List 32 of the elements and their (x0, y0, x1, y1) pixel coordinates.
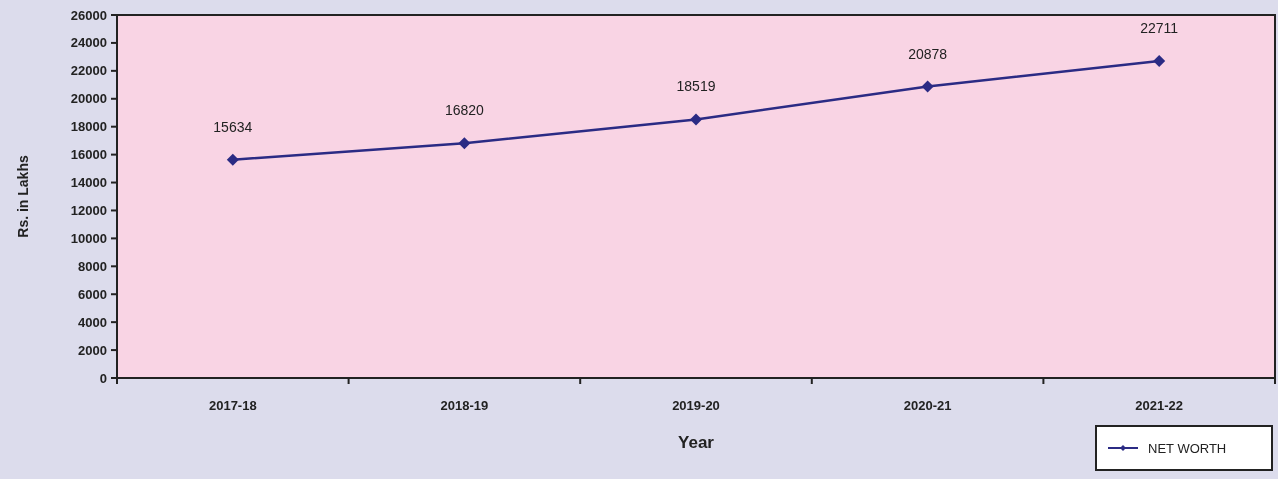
point (690, 113, 702, 126)
y-tick-label: 8000 (78, 258, 107, 274)
data-label: 22711 (1140, 19, 1179, 36)
x-tick-label: 2019-20 (672, 398, 720, 413)
x-tick-label: 2021-22 (1135, 398, 1184, 413)
x-axis-title: Year (678, 433, 715, 452)
x-tick-label: 2017-18 (208, 398, 257, 413)
x-tick-label: 2020-21 (903, 398, 952, 413)
data-label: 15634 (213, 118, 253, 135)
y-tick-label: 20000 (70, 91, 107, 107)
y-tick-label: 22000 (70, 63, 107, 79)
point (921, 80, 934, 93)
y-tick-label: 26000 (70, 7, 107, 23)
data-label: 18519 (676, 78, 716, 95)
legend-label: NET WORTH (1148, 440, 1227, 456)
y-tick-label: 14000 (70, 175, 107, 191)
y-tick-label: 2000 (78, 342, 107, 358)
y-tick-label: 10000 (70, 230, 107, 246)
data-label: 20878 (908, 45, 948, 62)
y-tick-label: 12000 (70, 203, 107, 219)
y-tick-label: 18000 (70, 119, 107, 135)
y-tick-label: 4000 (78, 314, 107, 330)
data-label: 16820 (444, 102, 485, 119)
y-axis-title: Rs. in Lakhs (15, 155, 31, 238)
point (458, 137, 471, 150)
y-tick-label: 16000 (70, 147, 107, 163)
point (1153, 54, 1166, 67)
point (226, 153, 239, 166)
y-tick-label: 6000 (78, 286, 107, 302)
x-tick-label: 2018-19 (440, 398, 489, 413)
y-tick-label: 0 (99, 370, 107, 386)
y-tick-label: 24000 (70, 35, 107, 51)
